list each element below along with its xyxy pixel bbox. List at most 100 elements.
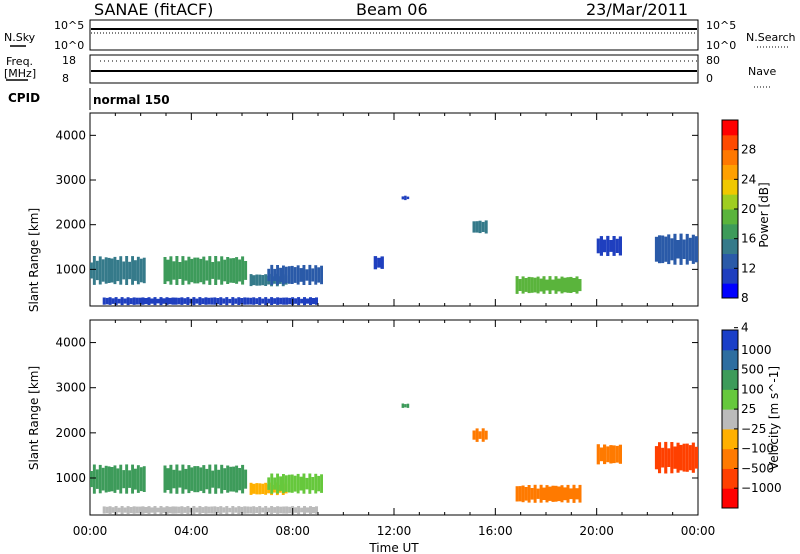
- velocity-scatter-cell: [192, 506, 196, 515]
- nsky-panel-frame: [89, 19, 699, 51]
- nsearch-label: N.Search: [746, 31, 796, 44]
- power-scatter-cell: [276, 265, 279, 285]
- power-scatter-cell: [210, 297, 214, 305]
- power-scatter-cell: [475, 221, 479, 233]
- velocity-scatter-cell: [113, 465, 117, 493]
- power-scatter-cell: [243, 297, 247, 305]
- velocity-scatter-cell: [139, 467, 143, 492]
- power-scatter-cell: [282, 297, 286, 305]
- power-scatter-cell: [270, 297, 274, 305]
- power-scatter-cell: [661, 235, 665, 264]
- velocity-scatter-cell: [255, 483, 259, 495]
- power-scatter-cell: [276, 297, 280, 305]
- velocity-scatter-cell: [243, 506, 247, 514]
- velocity-scatter-cell: [612, 445, 616, 464]
- power-scatter-cell: [296, 265, 300, 285]
- power-colorbar-tick-label: 16: [741, 232, 756, 246]
- power-scatter-cell: [521, 276, 525, 294]
- velocity-scatter-cell: [180, 506, 184, 514]
- power-colorbar-tick-label: 28: [741, 143, 756, 157]
- power-colorbar-tick-label: 12: [741, 261, 756, 275]
- power-scatter-cell: [220, 256, 224, 285]
- power-scatter-cell: [159, 297, 163, 306]
- velocity-y-axis-label: Slant Range [km]: [27, 366, 41, 470]
- power-scatter-cell: [401, 196, 405, 200]
- power-scatter-cell: [317, 267, 321, 283]
- velocity-scatter-cell: [658, 442, 662, 474]
- power-scatter-cell: [667, 234, 671, 265]
- power-scatter-cell: [679, 233, 683, 265]
- power-scatter-cell: [284, 266, 288, 284]
- power-scatter-cell: [563, 277, 567, 293]
- power-scatter-cell: [311, 268, 315, 282]
- velocity-colorbar-tick-label: 25: [741, 402, 756, 416]
- velocity-scatter-cell: [184, 468, 188, 490]
- power-scatter-cell: [211, 262, 215, 279]
- power-scatter-cell: [258, 297, 262, 305]
- station-title: SANAE (fitACF): [94, 0, 213, 19]
- power-scatter-cell: [300, 298, 304, 304]
- velocity-scatter-cell: [193, 466, 197, 493]
- power-scatter-cell: [287, 266, 291, 284]
- velocity-scatter-cell: [682, 443, 686, 472]
- power-scatter-cell: [557, 278, 561, 292]
- velocity-scatter-cell: [232, 466, 236, 492]
- velocity-scatter-cell: [136, 465, 140, 493]
- velocity-scatter-cell: [165, 506, 169, 514]
- velocity-scatter-cell: [276, 506, 280, 514]
- power-scatter-cell: [183, 298, 187, 304]
- power-scatter-cell: [117, 298, 121, 304]
- velocity-scatter-cell: [306, 507, 309, 513]
- freq-tick-bottom: 8: [62, 72, 69, 85]
- velocity-scatter-cell: [527, 485, 531, 503]
- power-scatter-cell: [186, 297, 190, 305]
- power-scatter-cell: [264, 297, 268, 306]
- velocity-y-tick-label: 4000: [55, 336, 86, 350]
- velocity-scatter-cell: [138, 506, 142, 514]
- velocity-scatter-cell: [102, 506, 106, 514]
- power-scatter-cell: [575, 276, 579, 294]
- power-scatter-cell: [596, 238, 600, 254]
- nsky-label: N.Sky: [4, 31, 36, 44]
- velocity-scatter-cell: [175, 464, 179, 494]
- velocity-scatter-cell: [208, 464, 212, 494]
- velocity-scatter-cell: [104, 465, 108, 493]
- velocity-colorbar-tick-label: −25: [741, 422, 766, 436]
- velocity-colorbar-tick-label: −500: [741, 461, 774, 475]
- velocity-scatter-cell: [90, 471, 93, 488]
- velocity-scatter-cell: [105, 506, 109, 514]
- velocity-scatter-cell: [679, 444, 683, 471]
- power-scatter-cell: [116, 259, 120, 282]
- power-scatter-cell: [153, 297, 157, 306]
- power-scatter-cell: [238, 259, 242, 282]
- velocity-colorbar-swatch: [722, 389, 738, 410]
- freq-label-line2: [MHz]: [4, 67, 36, 80]
- power-scatter-cell: [213, 297, 217, 305]
- velocity-scatter-cell: [284, 475, 288, 492]
- power-scatter-cell: [204, 297, 208, 305]
- power-scatter-cell: [229, 258, 233, 283]
- cpid-value: normal 150: [93, 93, 170, 107]
- x-tick-label: 12:00: [377, 524, 412, 538]
- power-scatter-cell: [129, 298, 133, 305]
- power-scatter-cell: [612, 236, 616, 256]
- velocity-scatter-cell: [190, 467, 194, 491]
- power-scatter-cell: [187, 256, 191, 285]
- power-scatter-cell: [228, 298, 232, 304]
- power-scatter-cell: [270, 264, 274, 285]
- velocity-scatter-cell: [273, 507, 277, 513]
- velocity-scatter-cell: [554, 485, 558, 502]
- power-scatter-cell: [530, 277, 534, 293]
- velocity-scatter-cell: [156, 507, 160, 513]
- power-scatter-cell: [252, 275, 256, 286]
- velocity-scatter-cell: [216, 506, 220, 514]
- power-scatter-cell: [404, 195, 407, 201]
- velocity-scatter-cell: [150, 507, 154, 513]
- power-scatter-cell: [527, 276, 531, 294]
- power-scatter-cell: [294, 298, 298, 304]
- velocity-scatter-cell: [618, 444, 622, 464]
- velocity-scatter-cell: [279, 506, 283, 514]
- velocity-scatter-cell: [578, 484, 582, 503]
- power-scatter-cell: [615, 238, 619, 253]
- power-scatter-cell: [169, 256, 173, 285]
